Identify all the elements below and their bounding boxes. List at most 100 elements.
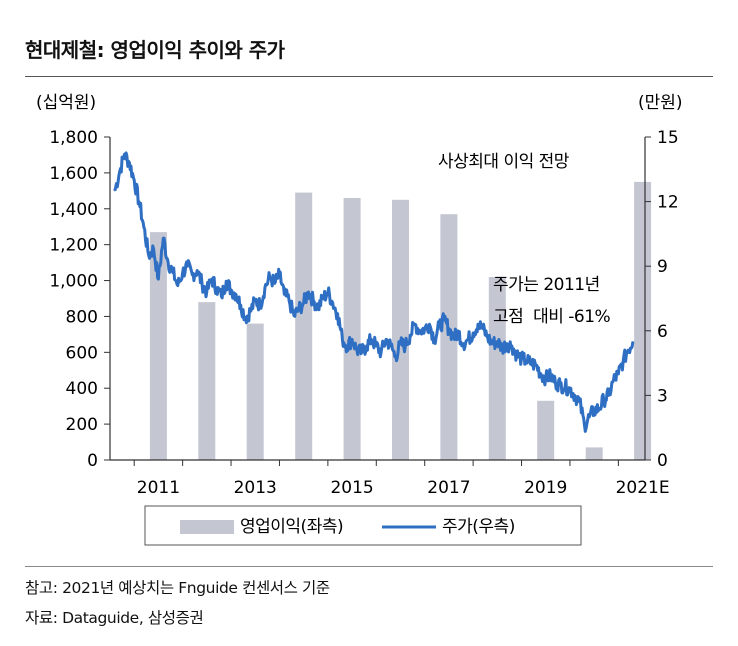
price-point	[119, 170, 121, 173]
price-point	[186, 265, 189, 267]
price-point	[269, 276, 271, 278]
price-point	[477, 323, 479, 325]
price-point	[133, 179, 135, 181]
left-tick-label: 0	[87, 451, 98, 471]
price-point	[206, 291, 208, 293]
price-point	[254, 300, 256, 302]
price-point	[153, 248, 155, 250]
right-tick-label: 3	[657, 386, 668, 406]
price-point	[128, 162, 130, 164]
bar-2021E	[634, 181, 652, 460]
x-tick-label: 2015	[330, 478, 373, 498]
price-point	[346, 345, 348, 347]
price-point	[201, 282, 203, 284]
price-point	[491, 343, 494, 345]
price-point	[622, 360, 624, 362]
right-tick-label: 9	[657, 257, 668, 277]
price-point	[603, 399, 605, 401]
price-point	[535, 364, 537, 366]
price-point	[288, 300, 290, 302]
left-tick-label: 200	[66, 415, 98, 435]
left-tick-label: 1,200	[49, 236, 98, 256]
price-point	[443, 319, 445, 321]
price-point	[511, 345, 513, 347]
price-point	[428, 323, 431, 325]
price-point	[235, 293, 237, 295]
price-point	[191, 274, 193, 276]
legend: 영업이익(좌측) 주가(우측)	[144, 505, 582, 546]
right-axis-unit: (만원)	[638, 93, 683, 113]
x-tick-label: 2019	[524, 478, 567, 498]
source-note: 자료: Dataguide, 삼성증권	[25, 609, 204, 627]
price-point	[196, 269, 198, 272]
price-line	[113, 151, 635, 433]
price-point	[332, 302, 334, 304]
price-point	[482, 328, 484, 330]
price-point	[540, 373, 542, 375]
x-tick-label: 2011	[137, 478, 180, 498]
price-point	[351, 338, 353, 340]
price-point	[341, 338, 343, 340]
price-point	[249, 310, 251, 312]
bar-2013	[246, 323, 264, 460]
right-tick-label: 0	[657, 451, 668, 471]
price-point	[554, 381, 557, 384]
axes	[104, 136, 651, 466]
footer-rule	[25, 566, 713, 567]
footnote: 참고: 2021년 예상치는 Fnguide 컨센서스 기준	[25, 579, 330, 597]
price-point	[390, 345, 392, 347]
price-point	[172, 272, 174, 274]
price-point	[569, 388, 571, 390]
price-point	[530, 362, 532, 364]
price-point	[516, 353, 518, 356]
price-point	[395, 356, 397, 358]
price-point	[264, 287, 266, 289]
left-tick-label: 1,000	[49, 272, 98, 292]
legend-swatch-bars	[180, 520, 234, 534]
price-point	[274, 282, 276, 284]
price-point	[370, 338, 372, 340]
axis-labels: 0 200 400 600 800 1,000 1,200 1,400 1,600 1,800 0 3…	[49, 128, 678, 498]
price-point	[303, 302, 305, 304]
price-point	[574, 394, 576, 396]
price-point	[215, 287, 218, 289]
x-tick-label: 2021E	[616, 478, 670, 498]
annotation-price-2: 고점 대비 -61%	[493, 307, 611, 327]
price-point	[148, 254, 150, 256]
left-tick-label: 400	[66, 379, 98, 399]
price-point	[409, 334, 411, 336]
price-point	[230, 289, 232, 291]
price-point	[506, 343, 508, 345]
price-point	[438, 325, 440, 328]
price-point	[520, 358, 523, 360]
price-point	[579, 401, 581, 403]
price-point	[404, 345, 406, 347]
price-point	[182, 272, 184, 274]
price-point	[564, 386, 566, 388]
left-axis-unit: (십억원)	[36, 93, 96, 113]
price-point	[593, 409, 595, 412]
left-tick-label: 800	[66, 307, 98, 327]
price-point	[458, 332, 460, 334]
left-tick-label: 1,400	[49, 200, 98, 220]
price-point	[608, 394, 610, 396]
price-point	[322, 297, 324, 300]
price-point	[467, 338, 469, 340]
bar-2012	[198, 302, 216, 460]
price-point	[225, 280, 227, 282]
price-point	[433, 338, 435, 340]
price-point	[399, 343, 402, 345]
price-point	[627, 349, 629, 351]
price-point	[167, 261, 169, 263]
bar-2019	[537, 400, 555, 460]
bar-2016	[392, 199, 409, 461]
bar-2014	[295, 192, 313, 460]
price-point	[337, 313, 339, 315]
price-point	[220, 295, 222, 297]
price-point	[327, 291, 329, 293]
price-point	[312, 300, 314, 302]
bar-2020	[585, 447, 603, 460]
price-point	[462, 343, 464, 345]
price-point	[245, 317, 247, 319]
price-point	[414, 323, 416, 325]
